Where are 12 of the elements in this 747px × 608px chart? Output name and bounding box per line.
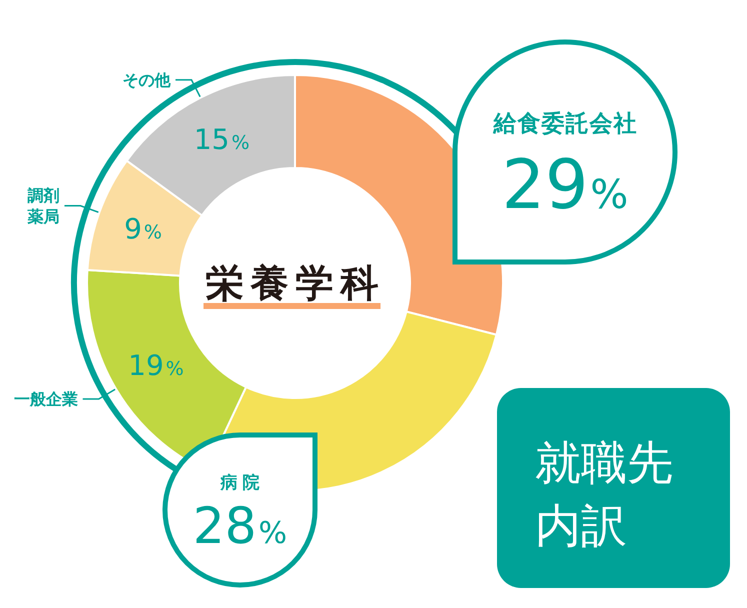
slice-label: 一般企業 — [14, 390, 78, 409]
slice-label: 調剤薬局 — [26, 186, 60, 226]
slice-label: 給食委託会社 — [492, 111, 638, 137]
slice-label: 病院 — [220, 473, 264, 493]
data-label: 19% — [128, 349, 184, 382]
slice-label: その他 — [122, 70, 172, 90]
data-label: 9% — [124, 212, 162, 246]
data-label: 15% — [194, 123, 250, 156]
data-label: 28% — [192, 497, 288, 555]
text: 就職先内訳 — [535, 436, 673, 552]
data-label: 29% — [502, 146, 628, 225]
text: 栄養学科 — [206, 261, 386, 305]
